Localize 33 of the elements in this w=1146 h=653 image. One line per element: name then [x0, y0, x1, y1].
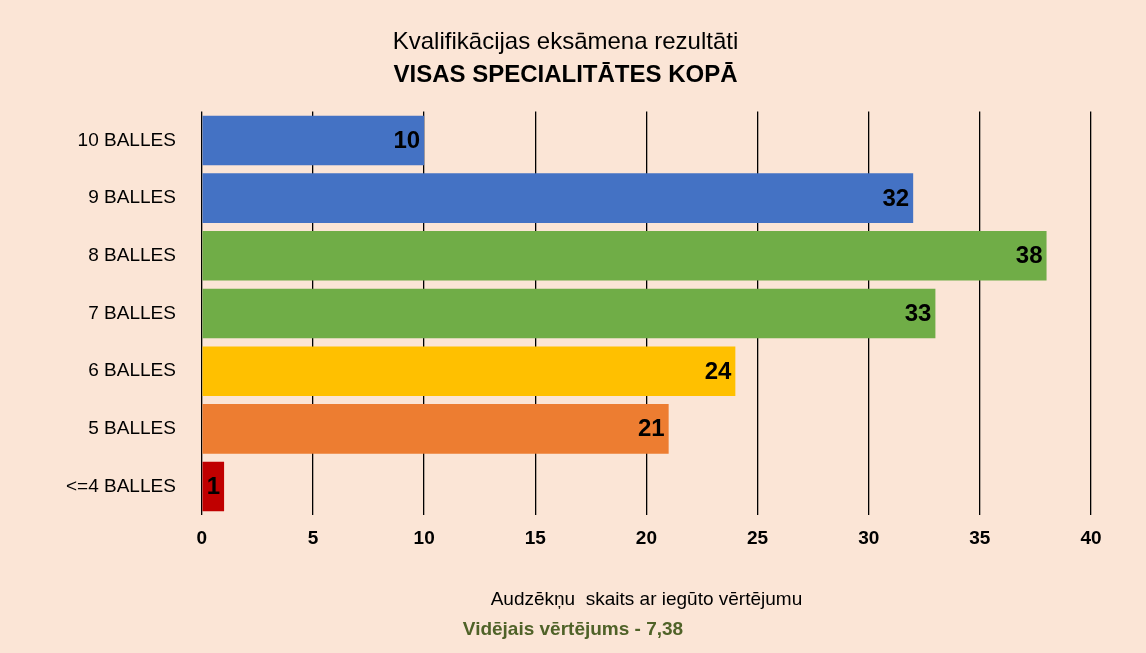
x-axis-title: Audzēkņu skaits ar iegūto vērtējumu: [490, 587, 803, 609]
x-tick-label: 5: [307, 527, 319, 549]
y-tick-label: 9 BALLES: [88, 186, 176, 208]
y-tick-label: 8 BALLES: [88, 244, 176, 266]
bar: [202, 346, 736, 396]
data-label: 33: [904, 299, 932, 327]
y-tick-label: <=4 BALLES: [65, 474, 176, 496]
x-tick-label: 20: [635, 527, 657, 549]
bar: [202, 404, 669, 454]
x-tick-label: 25: [747, 527, 769, 549]
y-tick-label: 7 BALLES: [88, 301, 176, 323]
bar: [202, 231, 1047, 281]
y-tick-label: 6 BALLES: [88, 359, 176, 381]
data-label: 10: [393, 126, 421, 154]
data-label: 21: [637, 414, 665, 442]
data-label: 38: [1015, 241, 1043, 269]
chart-title: Kvalifikācijas eksāmena rezultāti: [392, 27, 739, 55]
bar: [202, 115, 425, 166]
chart-subtitle: VISAS SPECIALITĀTES KOPĀ: [393, 59, 738, 87]
data-label: 24: [704, 356, 732, 384]
x-tick-label: 35: [969, 527, 991, 549]
x-tick-label: 15: [524, 527, 547, 549]
data-label: 1: [206, 472, 221, 500]
text: Vidējais vērtējums - 7,38: [461, 618, 685, 640]
x-tick-label: 0: [196, 527, 208, 549]
y-tick-label: 5 BALLES: [88, 417, 176, 439]
y-tick-label: 10 BALLES: [77, 128, 176, 150]
x-tick-label: 30: [858, 527, 880, 549]
bar: [202, 173, 914, 223]
data-label: 32: [882, 183, 910, 211]
x-tick-label: 40: [1080, 527, 1102, 549]
x-tick-label: 10: [413, 527, 435, 549]
bar: [202, 288, 936, 339]
